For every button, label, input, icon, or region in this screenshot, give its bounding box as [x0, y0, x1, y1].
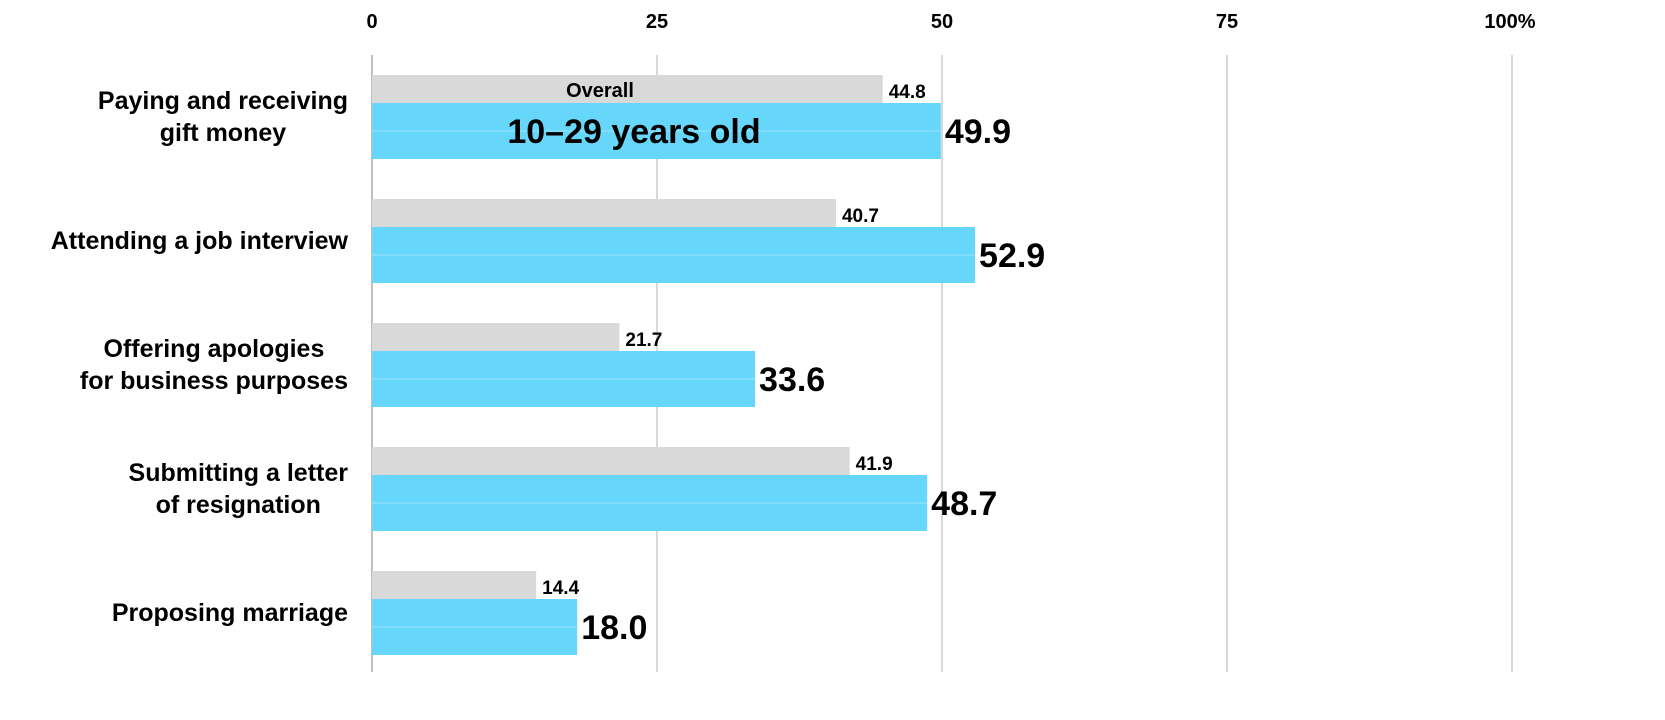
x-tick-label: 75	[1216, 11, 1238, 33]
bar-overall	[372, 199, 836, 227]
bar-youth	[372, 475, 928, 531]
data-label-overall: 41.9	[856, 454, 893, 475]
category-label: of resignation	[156, 491, 321, 519]
x-tick-label: 25	[646, 11, 668, 33]
bar-youth	[372, 599, 578, 655]
data-label-youth: 52.9	[979, 237, 1045, 275]
bar-youth	[372, 227, 976, 283]
bar-overall	[372, 447, 850, 475]
series-name-overall: Overall	[566, 80, 634, 102]
data-label-overall: 40.7	[842, 206, 879, 227]
category-label: Attending a job interview	[51, 227, 349, 255]
data-label-youth: 18.0	[581, 609, 647, 647]
bar-youth	[372, 351, 756, 407]
data-label-overall: 21.7	[625, 330, 662, 351]
data-label-overall: 44.8	[889, 82, 926, 103]
category-label: Paying and receiving	[98, 87, 348, 115]
category-label: Submitting a letter	[129, 459, 349, 487]
bar-overall	[372, 323, 620, 351]
x-tick-label: 100%	[1484, 11, 1535, 33]
data-label-youth: 33.6	[759, 361, 825, 399]
x-tick-label: 50	[931, 11, 953, 33]
bar-overall	[372, 75, 883, 103]
category-label: Proposing marriage	[112, 599, 348, 627]
series-name-youth: 10–29 years old	[507, 113, 760, 151]
bar-youth	[372, 103, 941, 159]
data-label-youth: 49.9	[945, 113, 1011, 151]
data-label-overall: 14.4	[542, 578, 579, 599]
bar-overall	[372, 571, 537, 599]
data-label-youth: 48.7	[931, 485, 997, 523]
category-label: gift money	[160, 119, 286, 147]
x-tick-label: 0	[366, 11, 377, 33]
category-label: Offering apologies	[104, 335, 325, 363]
category-label: for business purposes	[80, 367, 348, 395]
